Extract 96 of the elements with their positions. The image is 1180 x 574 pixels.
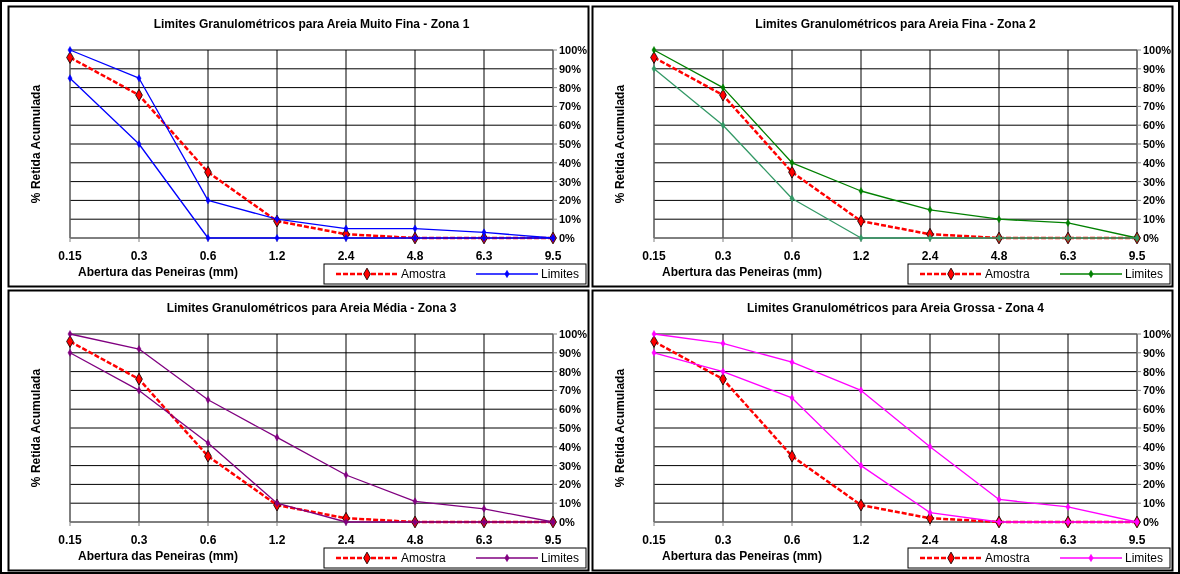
x-axis-title: Abertura das Peneiras (mm) — [661, 265, 823, 279]
text: Limites — [1125, 267, 1164, 281]
y-tick-label: 100% — [559, 328, 588, 340]
y-axis-title: % Retida Acumulada — [613, 368, 627, 488]
x-tick-label: 0.3 — [714, 533, 732, 547]
y-tick-label: 70% — [559, 384, 582, 397]
x-tick-label: 1.2 — [852, 533, 870, 547]
y-tick-label: 80% — [1143, 365, 1166, 378]
y-tick-label: 60% — [1143, 119, 1166, 132]
x-tick-label: 9.5 — [1128, 533, 1146, 547]
y-tick-label: 30% — [559, 459, 582, 472]
x-tick-label: 6.3 — [1059, 533, 1077, 547]
y-tick-label: 0% — [1143, 232, 1160, 244]
y-tick-label: 30% — [1143, 459, 1166, 472]
y-tick-label: 90% — [1143, 62, 1166, 75]
x-tick-label: 2.4 — [337, 249, 355, 263]
y-tick-label: 100% — [1143, 328, 1172, 340]
chart-title: Limites Granulométricos para Areia Média - Zona 3 — [166, 301, 457, 315]
y-tick-label: 70% — [1143, 384, 1166, 397]
y-tick-label: 80% — [559, 81, 582, 94]
y-tick-label: 50% — [1143, 422, 1166, 434]
y-tick-label: 30% — [1143, 175, 1166, 188]
x-tick-label: 6.3 — [475, 533, 493, 547]
y-tick-label: 40% — [1143, 156, 1166, 169]
x-tick-label: 0.3 — [130, 533, 148, 547]
x-tick-label: 0.6 — [783, 249, 801, 263]
x-tick-label: 6.3 — [475, 249, 493, 263]
y-tick-label: 40% — [559, 156, 582, 169]
x-tick-label: 0.6 — [783, 533, 801, 547]
y-tick-label: 100% — [559, 44, 588, 56]
y-tick-label: 60% — [559, 119, 582, 132]
y-tick-label: 100% — [1143, 44, 1172, 56]
x-tick-label: 1.2 — [268, 249, 286, 263]
text: Limites — [541, 267, 580, 281]
y-tick-label: 60% — [1143, 403, 1166, 416]
y-tick-label: 0% — [559, 516, 576, 528]
y-tick-label: 20% — [1143, 194, 1166, 207]
y-tick-label: 30% — [559, 175, 582, 188]
text: Amostra — [401, 267, 446, 281]
x-tick-label: 0.6 — [199, 249, 217, 263]
y-tick-label: 80% — [559, 365, 582, 378]
y-tick-label: 50% — [559, 422, 582, 434]
y-tick-label: 50% — [559, 138, 582, 150]
text: Amostra — [985, 551, 1030, 565]
x-tick-label: 4.8 — [990, 249, 1008, 263]
x-tick-label: 9.5 — [1128, 249, 1146, 263]
y-tick-label: 40% — [1143, 440, 1166, 453]
x-tick-label: 1.2 — [852, 249, 870, 263]
text: Amostra — [985, 267, 1030, 281]
y-axis-title: % Retida Acumulada — [29, 368, 43, 488]
x-tick-label: 4.8 — [406, 249, 424, 263]
y-tick-label: 70% — [1143, 100, 1166, 113]
y-tick-label: 20% — [1143, 478, 1166, 491]
y-tick-label: 90% — [559, 346, 582, 359]
x-tick-label: 0.3 — [130, 249, 148, 263]
y-tick-label: 10% — [1143, 497, 1166, 510]
text: Limites — [541, 551, 580, 565]
x-axis-title: Abertura das Peneiras (mm) — [661, 549, 823, 563]
x-axis-title: Abertura das Peneiras (mm) — [77, 265, 239, 279]
chart-title: Limites Granulométricos para Areia Fina - Zona 2 — [755, 17, 1036, 31]
y-tick-label: 20% — [559, 194, 582, 207]
y-tick-label: 90% — [559, 62, 582, 75]
x-tick-label: 2.4 — [921, 533, 939, 547]
y-tick-label: 40% — [559, 440, 582, 453]
x-tick-label: 0.15 — [642, 249, 666, 263]
x-tick-label: 2.4 — [337, 533, 355, 547]
x-tick-label: 0.3 — [714, 249, 732, 263]
chart-title: Limites Granulométricos para Areia Muito Fina - Zona 1 — [153, 17, 470, 31]
y-tick-label: 50% — [1143, 138, 1166, 150]
x-tick-label: 0.15 — [642, 533, 666, 547]
x-tick-label: 6.3 — [1059, 249, 1077, 263]
x-tick-label: 4.8 — [990, 533, 1008, 547]
x-tick-label: 4.8 — [406, 533, 424, 547]
y-tick-label: 70% — [559, 100, 582, 113]
y-tick-label: 60% — [559, 403, 582, 416]
y-tick-label: 20% — [559, 478, 582, 491]
x-tick-label: 9.5 — [544, 533, 562, 547]
text: Limites — [1125, 551, 1164, 565]
x-tick-label: 2.4 — [921, 249, 939, 263]
y-axis-title: % Retida Acumulada — [29, 84, 43, 204]
y-axis-title: % Retida Acumulada — [613, 84, 627, 204]
y-tick-label: 0% — [1143, 516, 1160, 528]
text: Amostra — [401, 551, 446, 565]
chart-title: Limites Granulométricos para Areia Grossa - Zona 4 — [747, 301, 1045, 315]
x-tick-label: 0.15 — [58, 533, 82, 547]
y-tick-label: 10% — [559, 497, 582, 510]
y-tick-label: 80% — [1143, 81, 1166, 94]
x-tick-label: 1.2 — [268, 533, 286, 547]
y-tick-label: 90% — [1143, 346, 1166, 359]
y-tick-label: 10% — [559, 213, 582, 226]
x-tick-label: 9.5 — [544, 249, 562, 263]
x-tick-label: 0.15 — [58, 249, 82, 263]
y-tick-label: 0% — [559, 232, 576, 244]
x-axis-title: Abertura das Peneiras (mm) — [77, 549, 239, 563]
x-tick-label: 0.6 — [199, 533, 217, 547]
y-tick-label: 10% — [1143, 213, 1166, 226]
